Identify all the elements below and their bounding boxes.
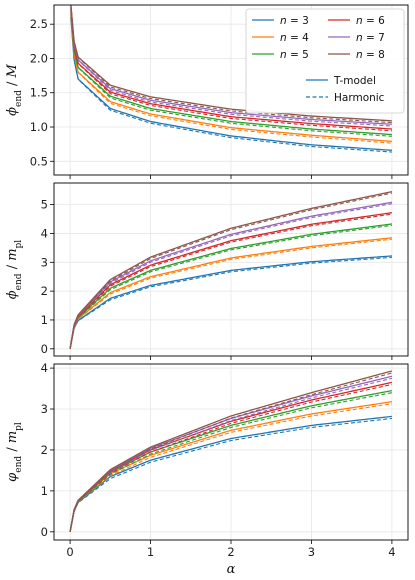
series-line-3-t-model: [70, 17, 392, 151]
series-line-3-t-model: [69, 255, 392, 349]
series-line-4-t-model: [69, 237, 392, 349]
series-line-7-harmonic: [70, 6, 392, 127]
panel-middle: 0 1 2 3 4 5 ϕend / mpl: [5, 182, 409, 360]
series-line-5-harmonic: [69, 224, 392, 349]
series-line-8-harmonic: [69, 192, 393, 349]
legend-entry: n = 3: [280, 15, 309, 27]
series-line-8-harmonic: [70, 5, 392, 124]
x-tick-label: 3: [308, 545, 315, 559]
y-tick-label: 5: [41, 198, 48, 212]
y-tick-label: 2: [41, 443, 48, 457]
series-line-3-t-model: [69, 415, 392, 532]
y-tick-label: 0.5: [30, 154, 48, 168]
legend-entry: n = 7: [356, 32, 385, 44]
y-tick-label: 4: [41, 226, 48, 240]
y-tick-label: 1.5: [30, 86, 48, 100]
x-tick-label: 1: [147, 545, 154, 559]
x-axis-label: α: [227, 562, 236, 577]
y-tick-label: 2.0: [30, 51, 48, 65]
y-tick-label: 1: [41, 484, 48, 498]
legend-entry: n = 5: [280, 49, 309, 61]
y-tick-label: 1: [41, 313, 48, 327]
series-line-6-t-model: [70, 8, 392, 130]
x-tick-label: 4: [388, 545, 395, 559]
series-line-7-t-model: [70, 6, 392, 125]
series-line-4-harmonic: [70, 13, 392, 144]
y-tick-label: 3: [41, 402, 48, 416]
y-tick-label: 3: [41, 255, 48, 269]
y-tick-label: 2.5: [30, 17, 48, 31]
series-line-3-harmonic: [69, 417, 392, 532]
series-line-6-harmonic: [70, 8, 392, 132]
series-line-3-harmonic: [70, 17, 392, 153]
y-tick-label: 2: [41, 284, 48, 298]
series-line-6-harmonic: [69, 213, 392, 349]
y-tick-label: 0: [41, 525, 48, 539]
legend-entry: n = 4: [280, 32, 309, 44]
legend-box: [245, 8, 405, 114]
y-tick-label: 4: [41, 361, 48, 375]
panel-top: 0.5 1.0 1.5 2.0 2.5 ϕend / M: [5, 4, 409, 179]
legend: n = 3 n = 4 n = 5 n = 6 n = 7 n = 8 T-model Har…: [245, 8, 405, 114]
y-axis-label: ϕend / M: [5, 63, 24, 115]
panel-bottom: 0 1 2 3 4 0 1 2 3 4 φend / mpl α: [5, 361, 409, 577]
legend-entry: T-model: [333, 75, 376, 87]
series-line-8-harmonic: [69, 372, 393, 532]
y-tick-label: 1.0: [30, 120, 48, 134]
y-axis-label: ϕend / mpl: [5, 240, 24, 300]
y-axis-label: φend / mpl: [5, 422, 24, 482]
legend-entry: n = 6: [356, 15, 385, 27]
series-line-5-harmonic: [70, 10, 392, 137]
series-line-4-harmonic: [69, 238, 392, 349]
series-line-3-harmonic: [69, 256, 392, 349]
legend-entry: Harmonic: [334, 92, 385, 104]
legend-entry: n = 8: [356, 49, 385, 61]
x-tick-label: 2: [227, 545, 234, 559]
series-line-7-harmonic: [69, 203, 393, 349]
y-tick-label: 0: [41, 342, 48, 356]
x-tick-label: 0: [66, 545, 73, 559]
